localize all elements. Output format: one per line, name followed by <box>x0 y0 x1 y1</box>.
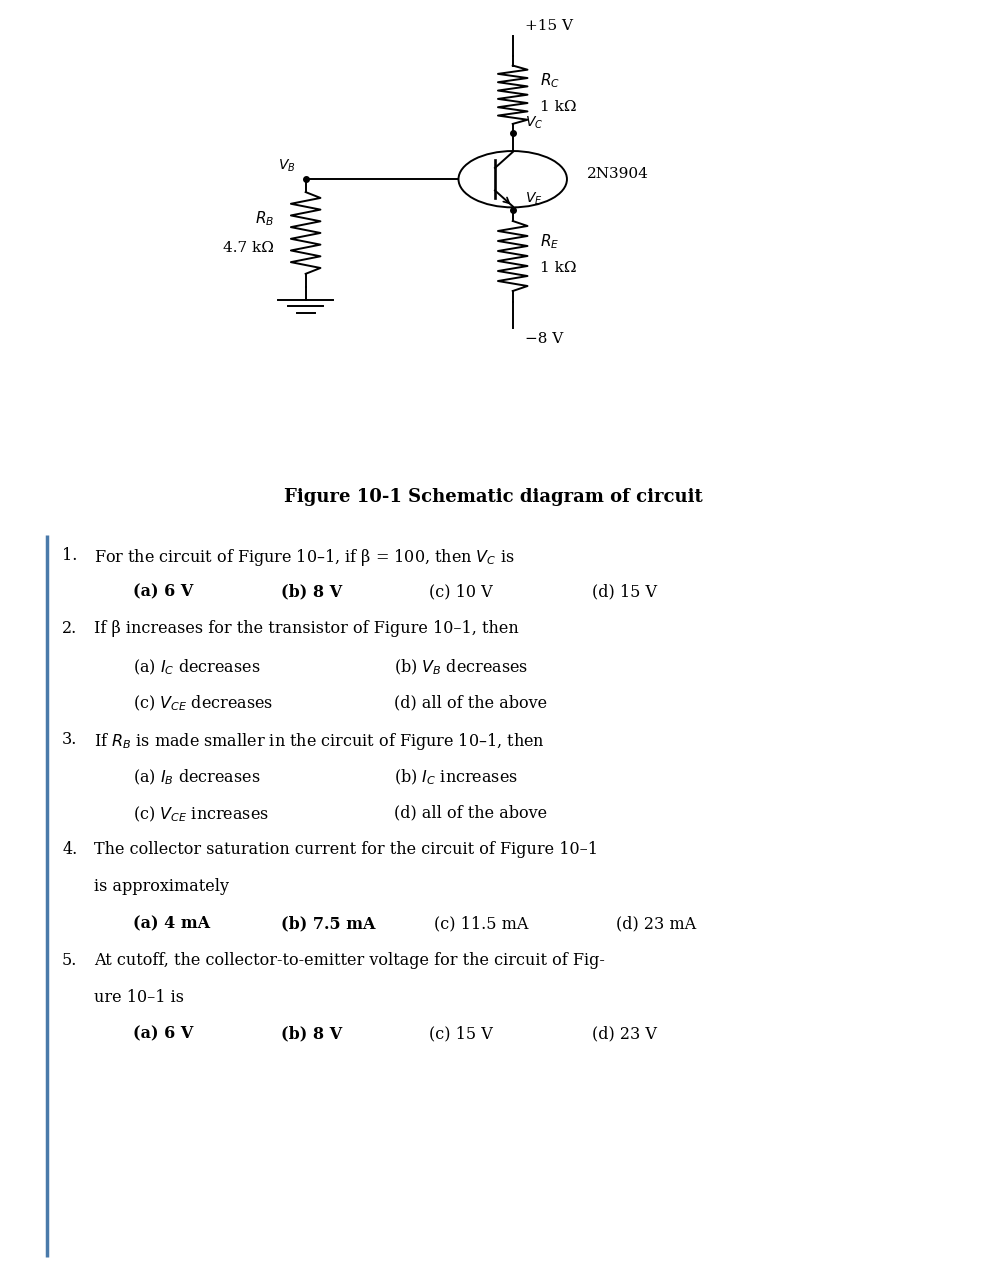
Text: $V_B$: $V_B$ <box>278 157 296 174</box>
Text: (b) 7.5 mA: (b) 7.5 mA <box>281 915 376 932</box>
Text: 1.: 1. <box>62 547 78 563</box>
Text: For the circuit of Figure 10–1, if β = 100, then $V_C$ is: For the circuit of Figure 10–1, if β = 1… <box>94 547 515 567</box>
Text: 2.: 2. <box>62 621 77 637</box>
Text: (a) 6 V: (a) 6 V <box>133 584 193 600</box>
Text: (c) 11.5 mA: (c) 11.5 mA <box>434 915 528 932</box>
Text: 4.: 4. <box>62 841 77 859</box>
Text: (a) $I_B$ decreases: (a) $I_B$ decreases <box>133 768 260 787</box>
Text: (d) all of the above: (d) all of the above <box>394 805 547 822</box>
Text: 2N3904: 2N3904 <box>587 168 649 180</box>
Text: (c) 10 V: (c) 10 V <box>429 584 493 600</box>
Text: (b) $V_B$ decreases: (b) $V_B$ decreases <box>394 657 528 677</box>
Text: 1 kΩ: 1 kΩ <box>540 100 577 114</box>
Text: (d) all of the above: (d) all of the above <box>394 694 547 710</box>
Text: (a) 6 V: (a) 6 V <box>133 1025 193 1043</box>
Text: (b) 8 V: (b) 8 V <box>281 1025 342 1043</box>
Text: At cutoff, the collector-to-emitter voltage for the circuit of Fig-: At cutoff, the collector-to-emitter volt… <box>94 952 604 969</box>
Text: $V_E$: $V_E$ <box>525 191 542 207</box>
Text: 5.: 5. <box>62 952 78 969</box>
Text: $R_E$: $R_E$ <box>540 232 560 251</box>
Text: If $R_B$ is made smaller in the circuit of Figure 10–1, then: If $R_B$ is made smaller in the circuit … <box>94 731 544 751</box>
Text: 1 kΩ: 1 kΩ <box>540 261 577 275</box>
Text: (c) 15 V: (c) 15 V <box>429 1025 493 1043</box>
Text: (c) $V_{CE}$ increases: (c) $V_{CE}$ increases <box>133 805 269 824</box>
Text: $R_B$: $R_B$ <box>254 209 274 228</box>
Text: (d) 23 V: (d) 23 V <box>592 1025 657 1043</box>
Text: +15 V: +15 V <box>525 19 573 33</box>
Text: is approximately: is approximately <box>94 878 229 895</box>
Text: (b) 8 V: (b) 8 V <box>281 584 342 600</box>
Text: (d) 15 V: (d) 15 V <box>592 584 657 600</box>
Text: Figure 10-1 Schematic diagram of circuit: Figure 10-1 Schematic diagram of circuit <box>284 488 702 506</box>
Text: −8 V: −8 V <box>525 332 563 346</box>
Text: (c) $V_{CE}$ decreases: (c) $V_{CE}$ decreases <box>133 694 273 713</box>
Text: The collector saturation current for the circuit of Figure 10–1: The collector saturation current for the… <box>94 841 598 859</box>
Text: $R_C$: $R_C$ <box>540 70 560 90</box>
Text: (a) 4 mA: (a) 4 mA <box>133 915 210 932</box>
Text: $V_C$: $V_C$ <box>525 114 543 131</box>
Text: (a) $I_C$ decreases: (a) $I_C$ decreases <box>133 657 260 677</box>
Text: (b) $I_C$ increases: (b) $I_C$ increases <box>394 768 519 787</box>
Text: 4.7 kΩ: 4.7 kΩ <box>223 241 274 255</box>
Text: 3.: 3. <box>62 731 78 748</box>
Text: ure 10–1 is: ure 10–1 is <box>94 989 183 1006</box>
Text: (d) 23 mA: (d) 23 mA <box>616 915 696 932</box>
Text: If β increases for the transistor of Figure 10–1, then: If β increases for the transistor of Fig… <box>94 621 519 637</box>
